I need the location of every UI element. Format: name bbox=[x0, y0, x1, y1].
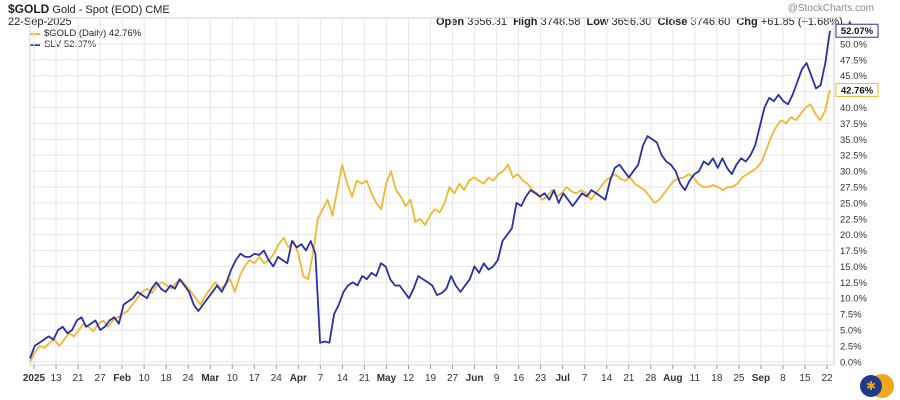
x-tick-label: 24 bbox=[271, 373, 283, 384]
y-tick-label: 22.5% bbox=[840, 214, 867, 225]
legend-label-slv: SLV 52.07% bbox=[44, 39, 97, 50]
y-tick-label: 45.0% bbox=[840, 71, 867, 82]
badge-slv-label: 52.07% bbox=[841, 26, 874, 37]
x-tick-label: 9 bbox=[494, 373, 500, 384]
low-value: 3656.30 bbox=[611, 16, 652, 28]
y-tick-label: 0.0% bbox=[840, 357, 862, 368]
logo-star-icon: ✱ bbox=[860, 375, 882, 397]
x-tick-label: 14 bbox=[601, 373, 613, 384]
x-axis: 2025 13 21 27 Feb 10 18 24 Mar 10 17 24 Apr 7 14 21 May 1… bbox=[23, 365, 833, 384]
x-tick-label: 24 bbox=[183, 373, 195, 384]
x-tick-label: 17 bbox=[249, 373, 261, 384]
instrument-name: Gold - Spot (EOD) bbox=[52, 4, 143, 16]
x-tick-label: 25 bbox=[733, 373, 745, 384]
high-value: 3748.58 bbox=[540, 16, 581, 28]
x-tick-label: 18 bbox=[711, 373, 723, 384]
x-tick-label: 21 bbox=[623, 373, 635, 384]
plot-frame bbox=[29, 17, 835, 366]
x-tick-label: 2025 bbox=[23, 373, 46, 384]
x-tick-label: 8 bbox=[780, 373, 786, 384]
y-tick-label: 37.5% bbox=[840, 119, 867, 130]
x-tick-label: 14 bbox=[337, 373, 349, 384]
exchange: CME bbox=[145, 4, 170, 16]
x-tick-label: 22 bbox=[821, 373, 833, 384]
title-line: $GOLD Gold - Spot (EOD) CME bbox=[8, 3, 170, 17]
y-tick-label: 17.5% bbox=[840, 246, 867, 257]
x-tick-label: 11 bbox=[690, 373, 701, 384]
y-tick-label: 7.5% bbox=[840, 310, 862, 321]
up-arrow-icon: ▲ bbox=[845, 18, 854, 27]
chg-label: Chg bbox=[736, 16, 758, 28]
x-tick-label: 27 bbox=[447, 373, 459, 384]
close-value: 3746.60 bbox=[690, 16, 731, 28]
x-tick-label: 7 bbox=[318, 373, 324, 384]
x-tick-label: 12 bbox=[403, 373, 415, 384]
x-tick-label: Feb bbox=[113, 373, 131, 384]
low-label: Low bbox=[586, 16, 609, 28]
x-tick-label: 15 bbox=[799, 373, 811, 384]
x-tick-label: 27 bbox=[95, 373, 107, 384]
symbol: $GOLD bbox=[8, 2, 50, 16]
x-tick-label: Apr bbox=[290, 373, 307, 384]
open-label: Open bbox=[436, 16, 465, 28]
x-tick-label: 7 bbox=[582, 373, 588, 384]
watermark: @StockCharts.com bbox=[787, 3, 874, 14]
series-line-slv bbox=[29, 30, 831, 359]
y-tick-label: 47.5% bbox=[840, 55, 867, 66]
badge-gold-box bbox=[835, 82, 879, 97]
x-tick-label: Mar bbox=[201, 373, 219, 384]
x-tick-label: 21 bbox=[72, 373, 84, 384]
x-tick-label: 10 bbox=[139, 373, 151, 384]
badge-gold-label: 42.76% bbox=[841, 85, 874, 96]
y-tick-label: 27.5% bbox=[840, 182, 867, 193]
x-tick-label: 13 bbox=[50, 373, 62, 384]
x-tick-label: Sep bbox=[752, 373, 770, 384]
y-tick-label: 35.0% bbox=[840, 135, 867, 146]
x-tick-label: 10 bbox=[227, 373, 239, 384]
y-tick-label: 30.0% bbox=[840, 167, 867, 178]
x-tick-label: 28 bbox=[645, 373, 657, 384]
x-tick-label: Jul bbox=[555, 373, 570, 384]
grid bbox=[29, 17, 835, 366]
y-tick-label: 15.0% bbox=[840, 262, 867, 273]
series-lines bbox=[29, 30, 831, 363]
legend-label-gold: $GOLD (Daily) 42.76% bbox=[44, 28, 142, 39]
chg-value: +61.85 (+1.68%) bbox=[760, 16, 843, 28]
x-tick-label: 23 bbox=[535, 373, 547, 384]
y-tick-label: 20.0% bbox=[840, 230, 867, 241]
y-tick-label: 2.5% bbox=[840, 341, 862, 352]
x-tick-label: 16 bbox=[513, 373, 525, 384]
x-tick-label: Aug bbox=[663, 373, 682, 384]
x-tick-label: 21 bbox=[359, 373, 371, 384]
y-tick-label: 10.0% bbox=[840, 294, 867, 305]
y-tick-label: 32.5% bbox=[840, 151, 867, 162]
x-tick-label: 18 bbox=[161, 373, 173, 384]
value-badges: 52.07% 42.76% bbox=[835, 23, 879, 97]
x-tick-label: May bbox=[377, 373, 397, 384]
x-tick-label: 19 bbox=[425, 373, 437, 384]
y-tick-label: 5.0% bbox=[840, 326, 862, 337]
series-line-gold bbox=[29, 89, 831, 363]
legend-item-gold: $GOLD (Daily) 42.76% bbox=[30, 28, 141, 39]
y-tick-label: 50.0% bbox=[840, 39, 867, 50]
y-tick-label: 25.0% bbox=[840, 198, 867, 209]
legend-swatch-slv bbox=[30, 43, 40, 46]
y-tick-label: 12.5% bbox=[840, 278, 867, 289]
legend-item-slv: SLV 52.07% bbox=[30, 39, 96, 50]
high-label: High bbox=[513, 16, 538, 28]
y-axis: 0.0% 2.5% 5.0% 7.5% 10.0% 12.5% 15.0% 17.5% 20.0… bbox=[840, 39, 867, 368]
y-tick-label: 40.0% bbox=[840, 103, 867, 114]
badge-slv-box bbox=[835, 23, 879, 38]
x-tick-label: Jun bbox=[466, 373, 484, 384]
legend-swatch-gold bbox=[30, 32, 40, 35]
